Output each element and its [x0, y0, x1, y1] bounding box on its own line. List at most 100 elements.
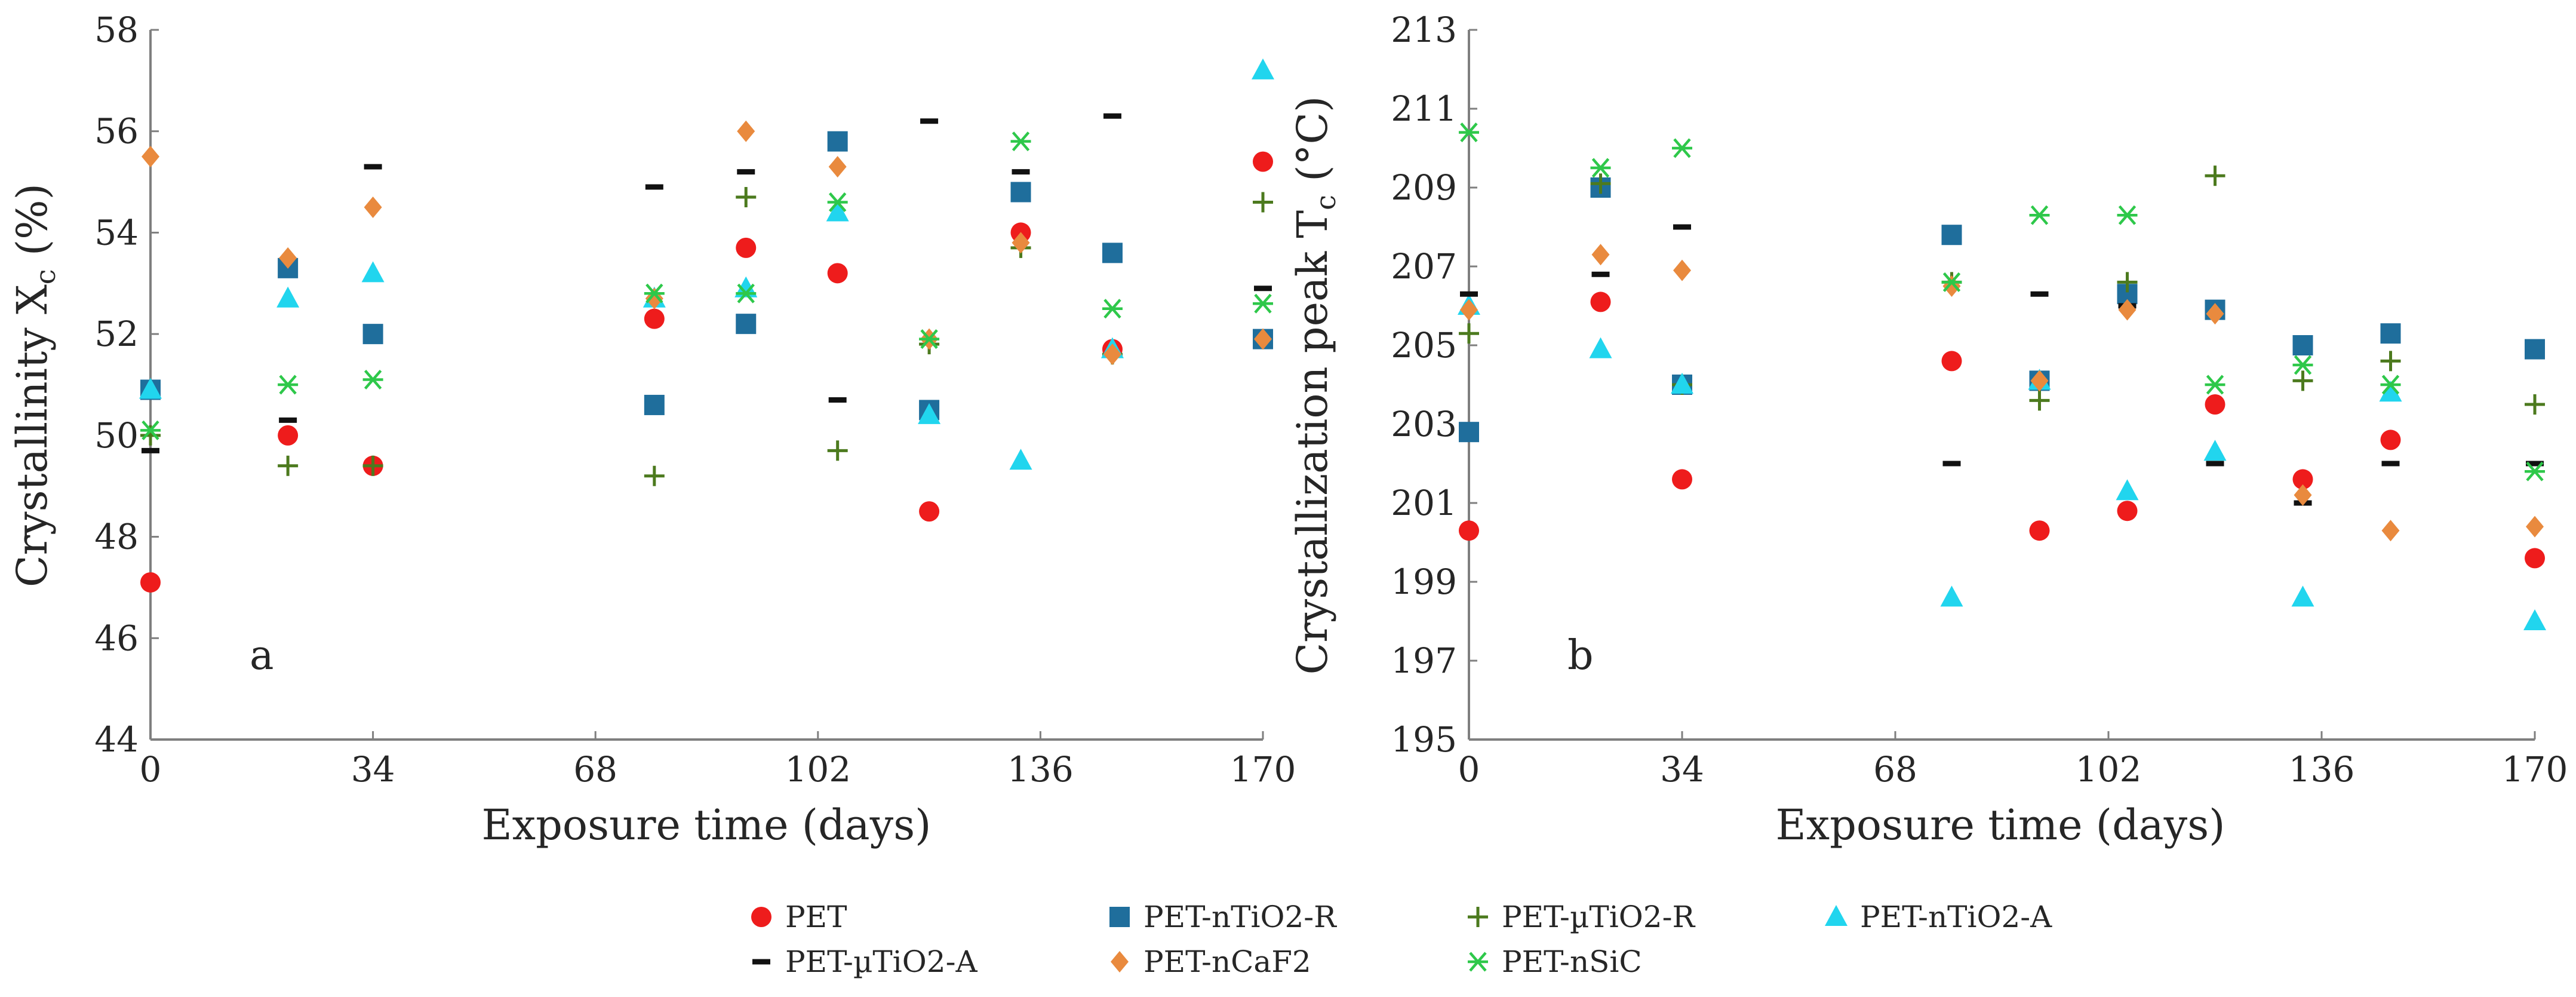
- data-point: [2205, 165, 2225, 186]
- legend-item: PET-µTiO2-R: [1468, 900, 1695, 934]
- panel-label-b: b: [1567, 632, 1594, 679]
- data-point: [142, 146, 159, 168]
- data-point: [1459, 422, 1479, 443]
- data-point: [736, 283, 757, 303]
- y-tick-label-b: 203: [1391, 404, 1457, 444]
- series-PET-nSiC: [1459, 122, 2545, 481]
- y-axis-title-a-sub: c: [29, 269, 62, 284]
- data-point: [2205, 375, 2225, 395]
- x-tick-label-b: 0: [1458, 749, 1480, 790]
- legend-marker: [751, 907, 771, 927]
- data-point: [276, 286, 300, 308]
- x-tick-label-a: 102: [785, 749, 851, 790]
- data-point: [736, 237, 757, 258]
- legend-label: PET-nTiO2-R: [1143, 900, 1337, 934]
- data-point: [1253, 293, 1273, 314]
- data-point: [278, 455, 299, 476]
- data-point: [1009, 449, 1032, 470]
- data-point: [1591, 244, 1610, 266]
- x-axis-title-a: Exposure time (days): [482, 800, 932, 849]
- data-point: [1459, 122, 1479, 143]
- data-point: [644, 394, 665, 415]
- data-point: [2523, 609, 2546, 630]
- y-axis-title-b: Crystallization peak Tc (°C): [1288, 96, 1342, 675]
- legend-marker: [1109, 907, 1130, 927]
- data-point: [2292, 335, 2313, 355]
- data-point: [1252, 58, 1274, 79]
- data-point: [2525, 461, 2545, 481]
- data-point: [2292, 355, 2313, 375]
- y-axis-title-b-sub: c: [1309, 195, 1342, 210]
- chart-a-marks: [139, 58, 1274, 593]
- data-point: [1941, 351, 1962, 372]
- y-tick-label-b: 197: [1391, 640, 1457, 681]
- data-point: [1672, 138, 1692, 158]
- data-point: [1940, 585, 1963, 607]
- data-point: [2380, 430, 2401, 450]
- data-point: [737, 120, 755, 142]
- legend-item: PET-nSiC: [1468, 944, 1642, 979]
- data-point: [1942, 275, 1961, 297]
- y-tick-label-a: 48: [94, 517, 139, 557]
- data-point: [1254, 328, 1272, 350]
- data-point: [279, 247, 297, 269]
- data-point: [2526, 516, 2544, 538]
- legend-label: PET-µTiO2-R: [1502, 900, 1695, 934]
- x-axis-title-b: Exposure time (days): [1776, 800, 2225, 849]
- data-point: [362, 324, 383, 345]
- data-point: [1590, 292, 1611, 312]
- data-point: [2117, 272, 2138, 293]
- data-point: [1459, 520, 1479, 541]
- x-tick-label-a: 136: [1007, 749, 1074, 790]
- legend-item: PET-nCaF2: [1111, 944, 1311, 979]
- series-PET: [140, 151, 1273, 593]
- legend-marker: [1468, 907, 1488, 927]
- y-tick-label-a: 52: [94, 314, 139, 354]
- data-point: [827, 131, 848, 152]
- y-tick-label-b: 207: [1391, 246, 1457, 287]
- data-point: [736, 187, 757, 208]
- legend: PET PET-nTiO2-R PET-µTiO2-R PET-nTiO2-A PET-…: [751, 900, 2052, 979]
- y-tick-label-a: 58: [94, 10, 139, 50]
- x-tick-label-b: 170: [2502, 749, 2568, 790]
- series-PET-µTiO2-A: [1460, 224, 2544, 506]
- y-ticks-a: 44 46 48 50 52 54 56 58: [94, 10, 159, 760]
- y-tick-label-b: 209: [1391, 167, 1457, 208]
- series-PET-µTiO2-R: [1459, 165, 2545, 415]
- legend-label: PET-nCaF2: [1143, 944, 1311, 979]
- y-tick-label-b: 199: [1391, 562, 1457, 602]
- data-point: [1012, 232, 1030, 254]
- data-point: [644, 465, 665, 486]
- y-tick-label-a: 54: [94, 212, 139, 253]
- data-point: [2118, 299, 2137, 321]
- data-point: [1941, 272, 1962, 292]
- y-tick-label-b: 213: [1391, 10, 1457, 50]
- data-point: [278, 425, 299, 446]
- data-point: [2380, 375, 2401, 395]
- data-point: [1103, 343, 1121, 366]
- panel-label-a: a: [250, 632, 274, 679]
- legend-item: PET-nTiO2-R: [1109, 900, 1337, 934]
- data-point: [140, 420, 161, 440]
- series-PET-nTiO2-A: [139, 58, 1274, 470]
- x-tick-label-b: 136: [2289, 749, 2355, 790]
- legend-label: PET-µTiO2-A: [785, 944, 977, 979]
- chart-panel-a: 44 46 48 50 52 54 56 58 0 34 68 102 136 170 a Exposu…: [8, 10, 1296, 849]
- data-point: [918, 403, 941, 424]
- y-tick-label-b: 205: [1391, 325, 1457, 366]
- x-tick-label-a: 170: [1230, 749, 1296, 790]
- x-tick-label-b: 34: [1660, 749, 1704, 790]
- legend-label: PET-nSiC: [1502, 944, 1642, 979]
- series-PET-nTiO2-R: [1459, 177, 2545, 443]
- legend-label: PET-nTiO2-A: [1860, 900, 2052, 934]
- data-point: [364, 197, 382, 218]
- data-point: [1253, 192, 1273, 213]
- series-PET-µTiO2-R: [140, 187, 1273, 486]
- data-point: [1460, 299, 1478, 321]
- y-axis-title-a: Crystallinity Xc (%): [8, 183, 62, 587]
- data-point: [2291, 585, 2314, 607]
- data-point: [2294, 484, 2312, 506]
- data-point: [1941, 225, 1962, 246]
- x-tick-label-a: 0: [140, 749, 162, 790]
- data-point: [140, 572, 161, 593]
